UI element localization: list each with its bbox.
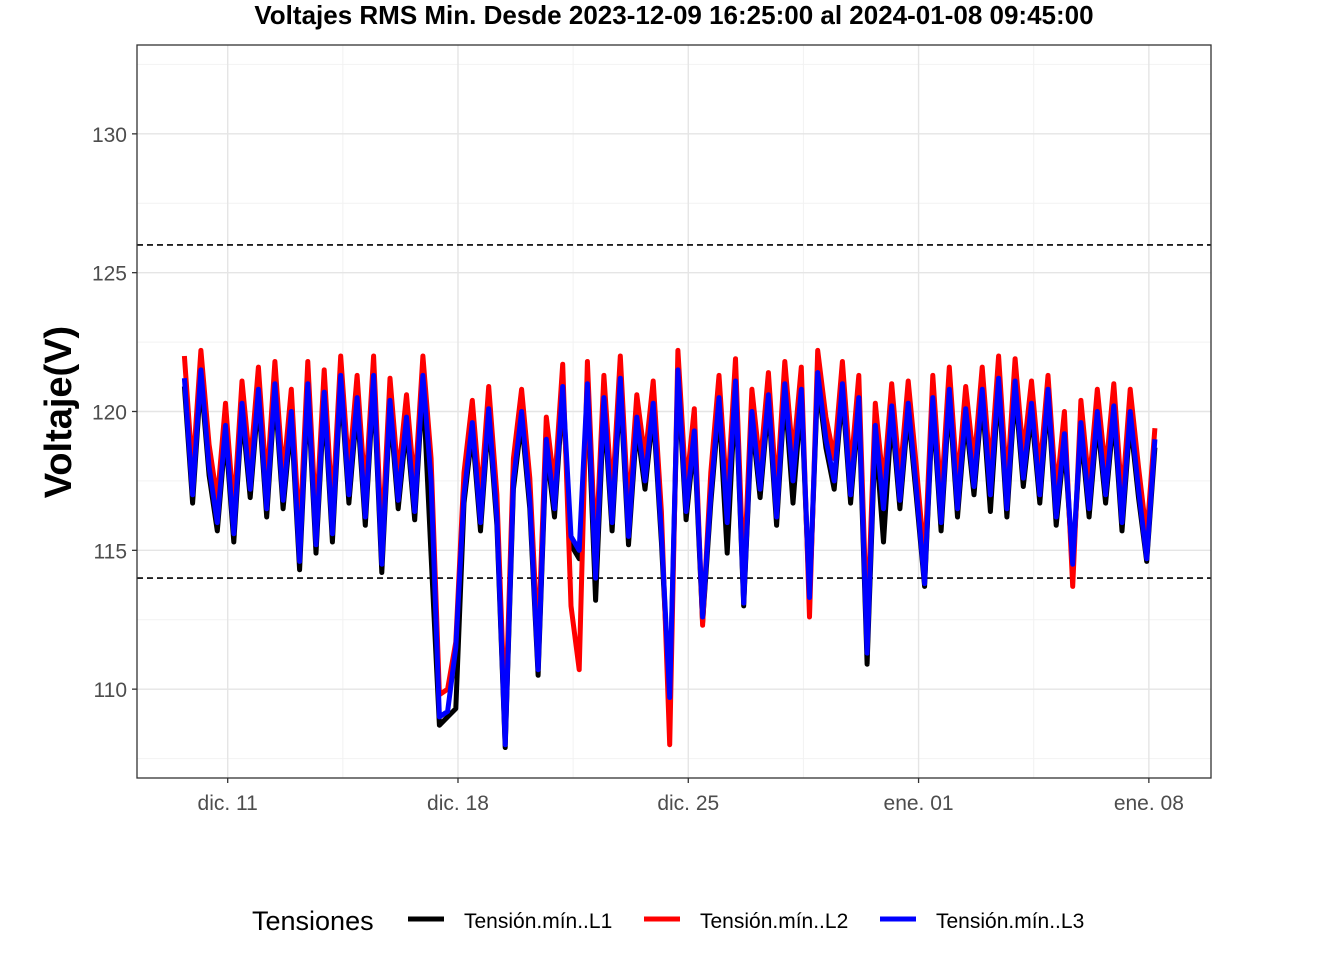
y-tick-label: 130 [92, 124, 127, 147]
series-lines [181, 347, 1158, 750]
y-tick-label: 120 [92, 402, 127, 425]
legend-label-1: Tensión.mín..L1 [464, 910, 612, 933]
y-axis: 110 115 120 125 130 [92, 124, 137, 702]
y-axis-title: Voltaje(V) [38, 326, 80, 498]
legend-label-3: Tensión.mín..L3 [936, 910, 1084, 933]
y-tick-label: 115 [94, 540, 127, 563]
legend-label-2: Tensión.mín..L2 [700, 910, 848, 933]
legend: Tensiones Tensión.mín..L1 Tensión.mín..L2… [252, 906, 1084, 936]
y-tick-label: 110 [94, 679, 127, 702]
x-tick-label: dic. 25 [657, 792, 719, 815]
legend-title: Tensiones [252, 906, 374, 936]
x-tick-label: ene. 01 [884, 792, 954, 815]
y-tick-label: 125 [92, 263, 127, 286]
x-tick-label: dic. 18 [427, 792, 489, 815]
series-line-3 [181, 367, 1158, 748]
chart-title: Voltajes RMS Min. Desde 2023-12-09 16:25… [254, 0, 1093, 30]
x-axis: dic. 11 dic. 18 dic. 25 ene. 01 ene. 08 [198, 778, 1184, 815]
x-tick-label: dic. 11 [198, 792, 258, 815]
reference-lines [137, 244, 1211, 579]
x-tick-label: ene. 08 [1114, 792, 1184, 815]
